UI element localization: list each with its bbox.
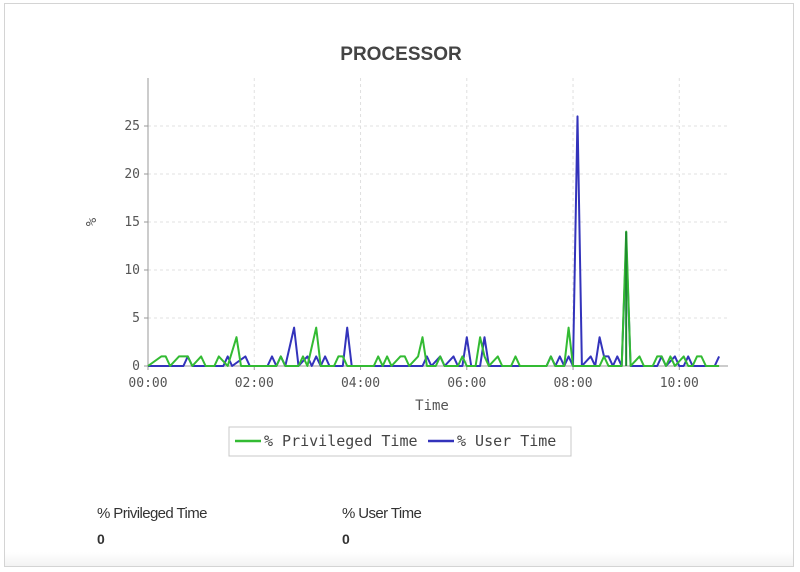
- x-tick-label: 04:00: [341, 376, 380, 391]
- legend: % Privileged Time % User Time: [228, 426, 572, 457]
- legend-box: [228, 426, 572, 457]
- legend-label-user: % User Time: [457, 432, 556, 450]
- series-lines: [147, 115, 721, 367]
- y-tick-label: 15: [124, 215, 140, 230]
- y-axis-ticks: 0 5 10 15 20 25: [124, 119, 148, 374]
- x-tick-label: 06:00: [447, 376, 486, 391]
- x-tick-label: 00:00: [128, 376, 167, 391]
- processor-chart: PROCESSOR 0 5 10 15 20 25 00:00 02:00 04:00 06:0…: [84, 44, 728, 457]
- x-axis-label: Time: [415, 398, 449, 414]
- stat-privileged-time: % Privileged Time 0: [97, 505, 207, 547]
- y-tick-label: 10: [124, 263, 140, 278]
- stat-user-time: % User Time 0: [342, 505, 422, 547]
- stat-value: 0: [97, 531, 105, 547]
- panel-footer-shade: [5, 552, 793, 566]
- series-line-privileged-time: [147, 230, 720, 367]
- x-axis-ticks: 00:00 02:00 04:00 06:00 08:00 10:00: [128, 366, 699, 391]
- x-tick-label: 10:00: [660, 376, 699, 391]
- grid-lines: [147, 78, 728, 366]
- y-axis-label: %: [84, 217, 100, 226]
- legend-label-privileged: % Privileged Time: [264, 432, 418, 450]
- stat-label: % User Time: [342, 505, 422, 522]
- x-tick-label: 02:00: [235, 376, 274, 391]
- y-tick-label: 0: [132, 359, 140, 374]
- series-line-user-time: [148, 115, 721, 367]
- y-tick-label: 20: [124, 167, 140, 182]
- stat-value: 0: [342, 531, 350, 547]
- chart-title: PROCESSOR: [340, 44, 462, 65]
- y-tick-label: 25: [124, 119, 140, 134]
- processor-panel: [4, 3, 794, 567]
- y-tick-label: 5: [132, 311, 140, 326]
- x-tick-label: 08:00: [553, 376, 592, 391]
- stat-label: % Privileged Time: [97, 505, 207, 522]
